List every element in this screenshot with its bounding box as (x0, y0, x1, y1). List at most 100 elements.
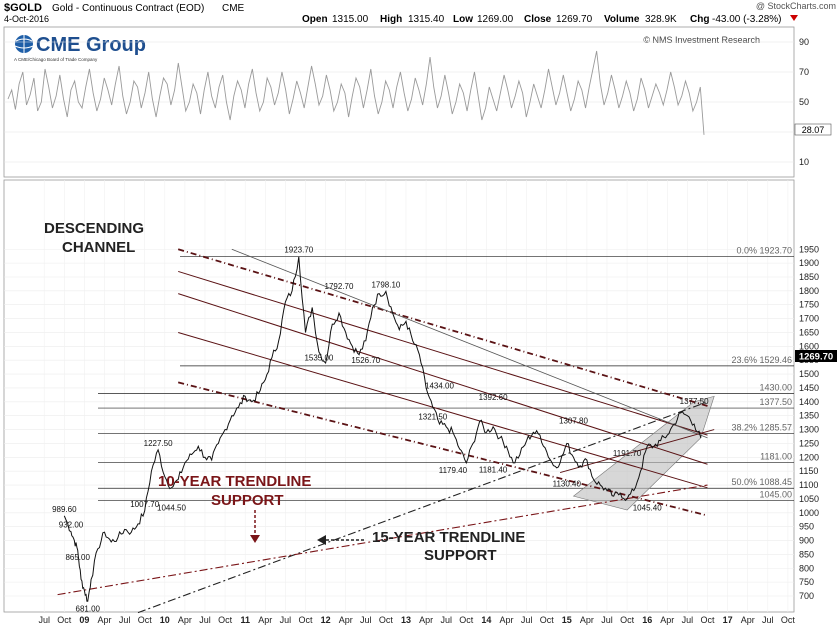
x-tick-label: Jul (521, 615, 533, 625)
price-tick-label: 1200 (799, 452, 819, 462)
price-tick-label: 1500 (799, 369, 819, 379)
price-point-label: 1045.40 (633, 503, 662, 512)
fib-label: 1181.00 (760, 452, 792, 462)
price-point-label: 1181.40 (479, 466, 508, 475)
price-point-label: 932.00 (59, 521, 84, 530)
open-label: Open (302, 14, 328, 25)
fifteen-year-trendline (137, 401, 708, 614)
price-point-label: 1044.50 (157, 504, 186, 513)
x-tick-label: Jul (682, 615, 694, 625)
price-point-label: 1526.70 (351, 356, 380, 365)
price-point-label: 989.60 (52, 505, 77, 514)
price-tick-label: 1950 (799, 244, 819, 254)
price-point-label: 1321.50 (418, 413, 447, 422)
x-tick-label: Apr (419, 615, 433, 625)
channel-inner-line (178, 293, 708, 465)
price-tick-label: 1750 (799, 300, 819, 310)
price-tick-label: 750 (799, 577, 814, 587)
price-tick-label: 1100 (799, 480, 818, 490)
price-series-line (63, 256, 702, 602)
price-tick-label: 1600 (799, 341, 819, 351)
price-last-tag: 1269.70 (795, 350, 837, 363)
close-label: Close (524, 14, 552, 25)
price-point-label: 1307.80 (559, 417, 588, 426)
steep-trendline (231, 248, 708, 439)
x-tick-label: Apr (741, 615, 755, 625)
x-tick-label: Jul (119, 615, 131, 625)
x-tick-label: Apr (97, 615, 111, 625)
x-tick-label: 12 (321, 615, 331, 625)
logo-brand: CME Group (36, 34, 146, 56)
exchange-text: CME (222, 3, 245, 14)
ten-year-trendline (57, 484, 708, 596)
x-tick-label: 16 (642, 615, 652, 625)
price-tick-label: 1000 (799, 508, 819, 518)
chg-value: -43.00 (-3.28%) (712, 14, 781, 25)
down-arrow-icon (790, 15, 798, 21)
price-point-label: 1535.00 (304, 353, 333, 362)
price-tick-label: 1850 (799, 272, 819, 282)
price-point-label: 681.00 (76, 604, 101, 613)
credit-text: © NMS Investment Research (643, 35, 760, 45)
fib-label: 23.6% 1529.46 (731, 355, 792, 365)
fib-label: 50.0% 1088.45 (731, 477, 792, 487)
x-tick-label: Jul (601, 615, 613, 625)
indicator-tick-label: 90 (799, 37, 809, 47)
x-tick-label: Jul (280, 615, 292, 625)
price-tick-label: 1300 (799, 425, 819, 435)
high-value: 1315.40 (408, 14, 445, 25)
price-point-label: 1130.40 (553, 480, 582, 489)
fib-label: 1045.00 (759, 489, 792, 499)
price-point-label: 1191.70 (613, 449, 642, 458)
rsi-series-line (7, 50, 705, 135)
price-point-label: 1227.50 (144, 439, 173, 448)
price-tick-label: 1450 (799, 383, 819, 393)
volume-value: 328.9K (645, 14, 677, 25)
x-tick-label: Oct (781, 615, 796, 625)
wedge-shade (572, 395, 715, 511)
x-tick-label: Jul (199, 615, 211, 625)
open-value: 1315.00 (332, 14, 369, 25)
price-tick-label: 1400 (799, 397, 819, 407)
x-tick-label: Oct (298, 615, 313, 625)
x-tick-label: 15 (562, 615, 572, 625)
x-tick-label: 17 (723, 615, 733, 625)
x-tick-label: 14 (481, 615, 491, 625)
x-tick-label: 13 (401, 615, 411, 625)
ten-year-annotation-2: SUPPORT (211, 492, 284, 509)
fib-label: 38.2% 1285.57 (731, 423, 792, 433)
fib-label: 1377.50 (759, 397, 792, 407)
indicator-tick-label: 10 (799, 157, 809, 167)
rising-support-line (559, 429, 715, 474)
x-tick-label: Apr (580, 615, 594, 625)
x-tick-label: Oct (620, 615, 635, 625)
x-tick-label: Jul (38, 615, 50, 625)
x-tick-label: Apr (339, 615, 353, 625)
cme-logo: CME Group A CME/Chicago Board of Trade C… (14, 34, 146, 62)
low-label: Low (453, 14, 473, 25)
fifteen-year-annotation-1: 15-YEAR TRENDLINE (372, 529, 525, 546)
x-tick-label: Jul (440, 615, 452, 625)
fifteen-year-arrowhead-icon (317, 535, 326, 545)
price-tick-label: 1050 (799, 494, 819, 504)
x-tick-label: Oct (459, 615, 474, 625)
x-tick-label: Oct (540, 615, 555, 625)
close-value: 1269.70 (556, 14, 593, 25)
svg-text:1269.70: 1269.70 (799, 352, 833, 363)
ten-year-arrowhead-icon (250, 535, 260, 543)
logo-tagline: A CME/Chicago Board of Trade Company (14, 57, 98, 62)
symbol-text: $GOLD (4, 2, 42, 14)
price-point-label: 1434.00 (425, 381, 454, 390)
price-tick-label: 800 (799, 563, 814, 573)
x-tick-label: 09 (79, 615, 89, 625)
price-tick-label: 1800 (799, 286, 819, 296)
price-point-label: 1392.60 (479, 393, 508, 402)
price-point-label: 1007.70 (130, 500, 159, 509)
low-value: 1269.00 (477, 14, 514, 25)
price-point-label: 1179.40 (439, 466, 468, 475)
descending-channel-top (177, 248, 708, 407)
x-tick-label: Apr (258, 615, 272, 625)
x-tick-label: Oct (700, 615, 715, 625)
x-tick-label: 10 (160, 615, 170, 625)
